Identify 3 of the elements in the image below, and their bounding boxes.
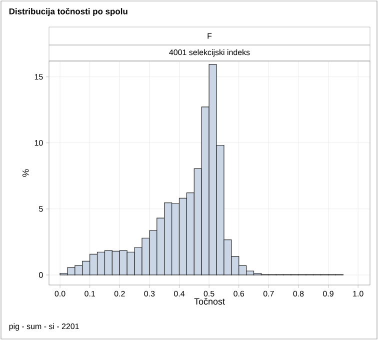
chart-title: Distribucija točnosti po spolu [9, 8, 128, 16]
y-axis-title: % [22, 169, 29, 177]
x-axis-title: Točnost [194, 298, 225, 305]
